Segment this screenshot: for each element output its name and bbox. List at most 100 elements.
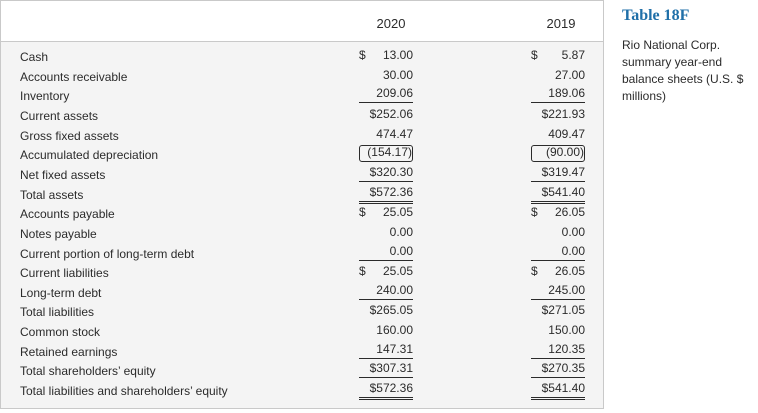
row-label: Total liabilities and shareholders’ equi… — [20, 384, 228, 399]
currency-symbol: $ — [531, 48, 538, 62]
value-cell-2019: $541.40 — [531, 185, 585, 204]
table-row: Cash $13.00 $5.87 — [1, 47, 603, 67]
row-label: Total liabilities — [20, 305, 95, 320]
table-caption: Rio National Corp. summary year-end bala… — [622, 38, 744, 103]
row-label: Total assets — [20, 187, 84, 202]
table-row: Total assets $572.36 $541.40 — [1, 185, 603, 205]
value-number: $307.31 — [369, 361, 413, 376]
balance-sheet-table: 2020 2019 Cash $13.00 $5.87 Accounts receiv… — [0, 0, 604, 409]
value-cell-2019: 150.00 — [531, 322, 585, 339]
value-number: 0.00 — [561, 224, 585, 239]
table-row: Total liabilities $265.05 $271.05 — [1, 302, 603, 322]
value-number: 0.00 — [389, 224, 413, 239]
value-number: 120.35 — [548, 341, 585, 356]
value-number: $221.93 — [541, 106, 585, 121]
row-label: Current assets — [20, 108, 99, 123]
value-number: $270.35 — [541, 361, 585, 376]
value-cell-2020: 209.06 — [359, 86, 413, 104]
value-number: $271.05 — [541, 303, 585, 318]
row-label: Gross fixed assets — [20, 128, 119, 143]
value-number: 160.00 — [376, 323, 413, 338]
value-number: $541.40 — [541, 184, 585, 199]
table-row: Current portion of long-term debt 0.00 0.0… — [1, 244, 603, 264]
value-number: 5.87 — [561, 48, 585, 62]
currency-symbol: $ — [531, 205, 538, 220]
value-number: $572.36 — [369, 381, 413, 396]
row-label: Net fixed assets — [20, 167, 106, 182]
table-row: Current assets $252.06 $221.93 — [1, 106, 603, 126]
row-label: Accounts payable — [20, 207, 115, 222]
value-number: $265.05 — [369, 303, 413, 318]
table-row: Accounts receivable 30.00 27.00 — [1, 67, 603, 87]
row-label: Current liabilities — [20, 266, 109, 281]
currency-symbol: $ — [531, 264, 538, 279]
value-number: 150.00 — [548, 323, 585, 338]
value-number: 245.00 — [548, 282, 585, 297]
value-number: 13.00 — [382, 48, 413, 62]
value-cell-2019: 0.00 — [531, 224, 585, 241]
value-cell-2019: $271.05 — [531, 302, 585, 319]
value-cell-2020: 474.47 — [359, 126, 413, 143]
table-row: Net fixed assets $320.30 $319.47 — [1, 165, 603, 185]
row-label: Common stock — [20, 325, 101, 340]
value-cell-2019: $5.87 — [531, 47, 585, 64]
value-cell-2019: $319.47 — [531, 165, 585, 182]
currency-symbol: $ — [359, 48, 366, 62]
value-cell-2019: 27.00 — [531, 67, 585, 84]
table-row: Gross fixed assets 474.47 409.47 — [1, 126, 603, 146]
table-row: Current liabilities $25.05 $26.05 — [1, 263, 603, 283]
table-header: 2020 2019 — [1, 1, 603, 42]
row-label: Accumulated depreciation — [20, 148, 159, 163]
column-header-2019: 2019 — [546, 16, 576, 31]
table-row: Common stock 160.00 150.00 — [1, 322, 603, 342]
value-cell-2020: $13.00 — [359, 47, 413, 64]
value-number: (154.17) — [367, 145, 412, 160]
value-cell-2019: $26.05 — [531, 263, 585, 280]
value-cell-2019: 245.00 — [531, 283, 585, 300]
value-number: 0.00 — [561, 243, 585, 258]
value-cell-2020: $572.36 — [359, 381, 413, 401]
value-cell-2020: $265.05 — [359, 302, 413, 319]
value-number: 25.05 — [382, 264, 413, 279]
value-number: 27.00 — [554, 67, 585, 82]
value-number: 30.00 — [382, 67, 413, 82]
value-number: 240.00 — [376, 282, 413, 297]
table-row: Total shareholders’ equity $307.31 $270.35 — [1, 361, 603, 381]
value-cell-2020: $572.36 — [359, 185, 413, 204]
value-cell-2020: 147.31 — [359, 342, 413, 359]
table-row: Inventory 209.06 189.06 — [1, 86, 603, 106]
value-cell-2019: $221.93 — [531, 106, 585, 123]
row-label: Total shareholders’ equity — [20, 364, 156, 379]
table-row: Notes payable 0.00 0.00 — [1, 224, 603, 244]
value-number: 0.00 — [389, 243, 413, 258]
value-number: $572.36 — [369, 184, 413, 199]
value-number: 189.06 — [548, 86, 585, 101]
row-label: Notes payable — [20, 226, 97, 241]
value-number: (90.00) — [545, 145, 584, 160]
value-cell-2020: 240.00 — [359, 283, 413, 300]
value-cell-2020: (154.17) — [359, 145, 413, 163]
value-cell-2020: 0.00 — [359, 224, 413, 241]
value-cell-2020: 0.00 — [359, 244, 413, 261]
value-cell-2019: 409.47 — [531, 126, 585, 143]
value-cell-2020: 30.00 — [359, 67, 413, 84]
table-row: Long-term debt 240.00 245.00 — [1, 283, 603, 303]
table-title: Table 18F — [622, 7, 690, 24]
value-cell-2020: $320.30 — [359, 165, 413, 182]
value-cell-2019: $270.35 — [531, 361, 585, 379]
column-header-2020: 2020 — [376, 16, 406, 31]
value-number: $319.47 — [541, 164, 585, 179]
value-number: 147.31 — [376, 341, 413, 356]
table-row: Accumulated depreciation (154.17) (90.00) — [1, 145, 603, 165]
table-row: Total liabilities and shareholders’ equi… — [1, 381, 603, 401]
table-row: Accounts payable $25.05 $26.05 — [1, 204, 603, 224]
row-label: Cash — [20, 50, 49, 64]
value-cell-2019: $541.40 — [531, 381, 585, 401]
row-label: Long-term debt — [20, 285, 102, 300]
value-cell-2019: 0.00 — [531, 244, 585, 261]
table-row: Retained earnings 147.31 120.35 — [1, 342, 603, 362]
value-cell-2019: 189.06 — [531, 86, 585, 104]
value-cell-2020: $25.05 — [359, 263, 413, 280]
value-number: 209.06 — [376, 86, 413, 101]
value-cell-2019: 120.35 — [531, 342, 585, 359]
